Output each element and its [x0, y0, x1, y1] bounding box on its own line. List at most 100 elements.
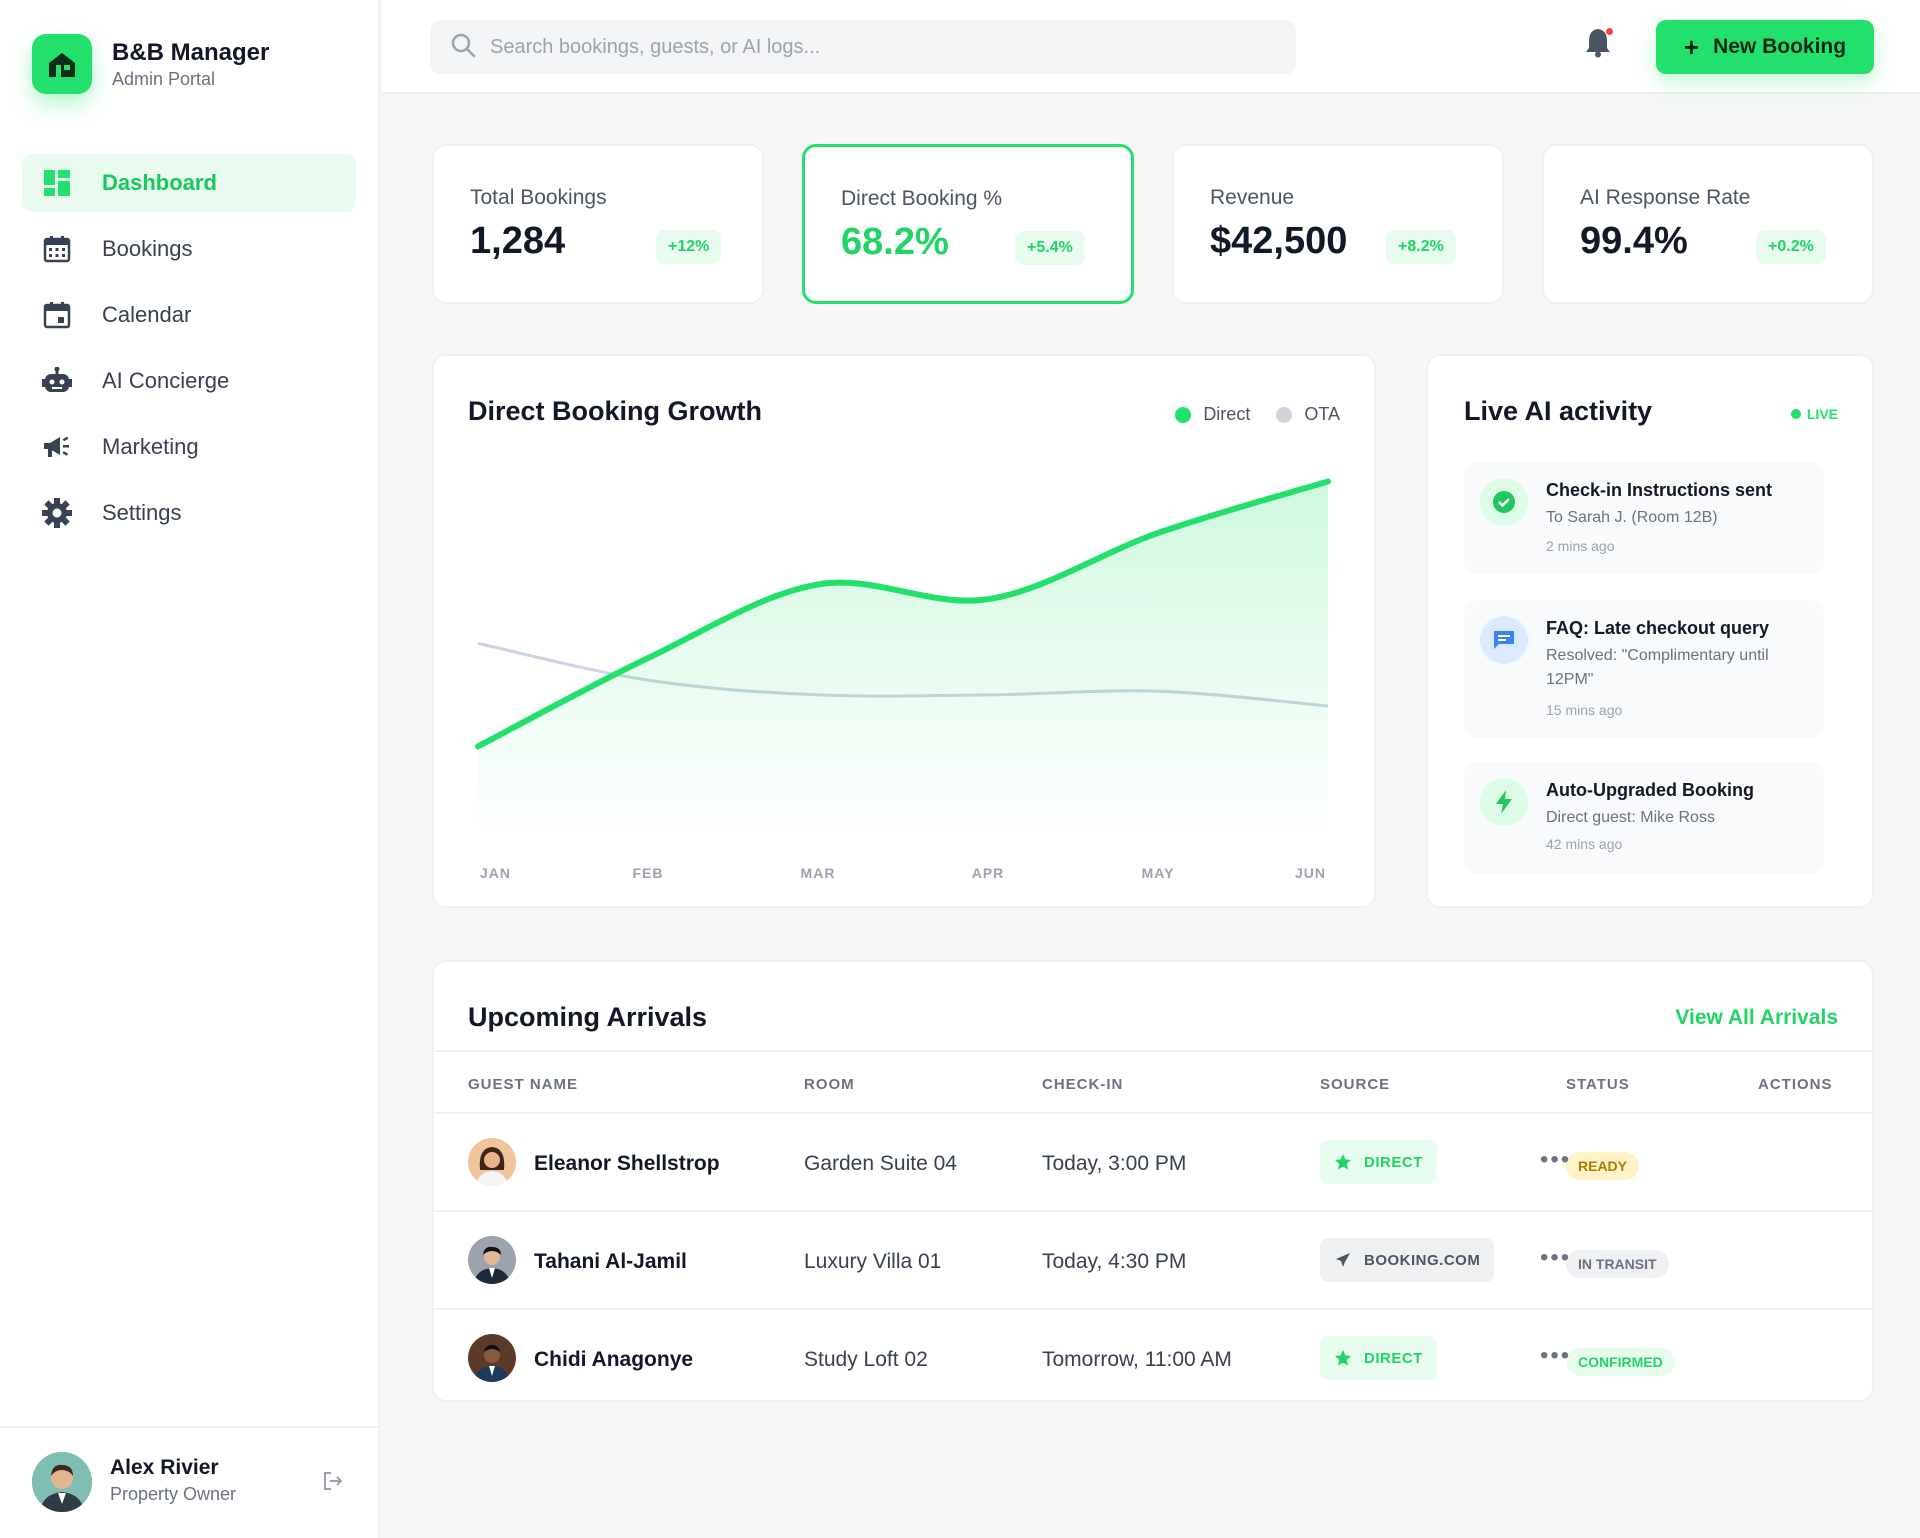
- sidebar-nav: Dashboard Bookings: [22, 154, 356, 550]
- legend-dot: [1175, 406, 1192, 423]
- calendar-grid-icon: [42, 234, 72, 264]
- stat-value: $42,500: [1210, 220, 1348, 262]
- search-input[interactable]: [490, 35, 1270, 59]
- stat-value: 99.4%: [1580, 220, 1688, 262]
- stat-card-revenue[interactable]: Revenue $42,500 +8.2%: [1172, 144, 1504, 304]
- column-header-status[interactable]: STATUS: [1566, 1076, 1630, 1093]
- status-badge: READY: [1566, 1152, 1640, 1180]
- row-actions-menu[interactable]: •••: [1540, 1146, 1572, 1173]
- legend-item-ota[interactable]: OTA: [1276, 404, 1340, 425]
- stat-card-total-bookings[interactable]: Total Bookings 1,284 +12%: [432, 144, 764, 304]
- bell-icon: [1584, 29, 1612, 62]
- upcoming-arrivals-card: Upcoming Arrivals View All Arrivals GUES…: [432, 960, 1874, 1402]
- source-badge: DIRECT: [1320, 1336, 1437, 1380]
- column-header-actions: ACTIONS: [1758, 1076, 1833, 1093]
- stat-change-badge: +5.4%: [1015, 231, 1085, 265]
- series-area-direct: [478, 481, 1328, 840]
- growth-chart-card: Direct Booking Growth Direct OTA JAN FEB M…: [432, 354, 1376, 908]
- room-cell: Garden Suite 04: [804, 1152, 957, 1175]
- column-header-checkin[interactable]: CHECK-IN: [1042, 1076, 1124, 1093]
- chart-title: Direct Booking Growth: [468, 396, 763, 426]
- sidebar-item-bookings[interactable]: Bookings: [22, 220, 356, 278]
- ai-activity-item[interactable]: FAQ: Late checkout query Resolved: "Comp…: [1464, 600, 1824, 738]
- brand: B&B Manager Admin Portal: [32, 34, 269, 94]
- source-badge: BOOKING.COM: [1320, 1238, 1495, 1282]
- robot-icon: [42, 366, 72, 396]
- ai-item-time: 15 mins ago: [1546, 702, 1623, 718]
- sidebar-item-ai-concierge[interactable]: AI Concierge: [22, 352, 356, 410]
- ai-item-title: FAQ: Late checkout query: [1546, 618, 1770, 638]
- ai-item-time: 2 mins ago: [1546, 538, 1615, 554]
- table-row[interactable]: Chidi Anagonye Study Loft 02 Tomorrow, 1…: [434, 1308, 1872, 1400]
- live-label: LIVE: [1806, 406, 1838, 422]
- legend-item-direct[interactable]: Direct: [1175, 404, 1250, 425]
- stat-label: Revenue: [1210, 186, 1295, 209]
- star-icon: [1334, 1349, 1352, 1367]
- star-icon: [1334, 1153, 1352, 1171]
- stat-value: 68.2%: [841, 221, 949, 263]
- sidebar-item-dashboard[interactable]: Dashboard: [22, 154, 356, 212]
- sidebar-item-marketing[interactable]: Marketing: [22, 418, 356, 476]
- stat-card-ai-response-rate[interactable]: AI Response Rate 99.4% +0.2%: [1542, 144, 1874, 304]
- bolt-icon: [1480, 778, 1528, 826]
- calendar-icon: [42, 300, 72, 330]
- table-header: GUEST NAME ROOM CHECK-IN SOURCE STATUS A…: [434, 1050, 1872, 1112]
- sidebar: B&B Manager Admin Portal Dashboard: [0, 0, 380, 1538]
- checkin-cell: Today, 4:30 PM: [1042, 1250, 1187, 1273]
- row-actions-menu[interactable]: •••: [1540, 1342, 1572, 1369]
- user-profile: Alex Rivier Property Owner: [0, 1426, 380, 1538]
- source-label: DIRECT: [1364, 1153, 1423, 1171]
- guest-name: Tahani Al-Jamil: [534, 1250, 687, 1273]
- table-row[interactable]: Tahani Al-Jamil Luxury Villa 01 Today, 4…: [434, 1210, 1872, 1308]
- guest-avatar: [468, 1138, 516, 1186]
- series-line-direct: [475, 478, 1331, 750]
- ai-item-desc: To Sarah J. (Room 12B): [1546, 509, 1718, 526]
- stat-card-direct-booking[interactable]: Direct Booking % 68.2% +5.4%: [802, 144, 1134, 304]
- sidebar-item-calendar[interactable]: Calendar: [22, 286, 356, 344]
- checkin-cell: Today, 3:00 PM: [1042, 1152, 1187, 1175]
- ai-activity-item[interactable]: Check-in Instructions sent To Sarah J. (…: [1464, 462, 1824, 574]
- row-actions-menu[interactable]: •••: [1540, 1244, 1572, 1271]
- search-bar[interactable]: [430, 20, 1296, 74]
- user-role: Property Owner: [110, 1484, 237, 1504]
- x-tick-label: FEB: [633, 865, 664, 881]
- legend-label: OTA: [1304, 404, 1340, 424]
- notification-dot: [1606, 28, 1613, 35]
- stat-change-badge: +8.2%: [1386, 230, 1456, 264]
- logout-icon[interactable]: [322, 1470, 344, 1497]
- ai-activity-item[interactable]: Auto-Upgraded Booking Direct guest: Mike…: [1464, 762, 1824, 874]
- x-tick-label: JAN: [480, 865, 511, 881]
- ai-item-title: Auto-Upgraded Booking: [1546, 780, 1754, 800]
- source-label: BOOKING.COM: [1364, 1251, 1481, 1269]
- topbar: + New Booking: [382, 0, 1920, 94]
- stat-label: AI Response Rate: [1580, 186, 1751, 209]
- sidebar-item-label: Settings: [102, 500, 182, 525]
- notifications-button[interactable]: [1584, 26, 1613, 63]
- checkin-cell: Tomorrow, 11:00 AM: [1042, 1348, 1232, 1371]
- new-booking-button[interactable]: + New Booking: [1656, 20, 1874, 74]
- source-label: DIRECT: [1364, 1349, 1423, 1367]
- column-header-source[interactable]: SOURCE: [1320, 1076, 1391, 1093]
- status-badge: IN TRANSIT: [1566, 1250, 1669, 1278]
- dashboard-icon: [42, 168, 72, 198]
- megaphone-icon: [42, 432, 72, 462]
- sidebar-item-label: Calendar: [102, 302, 192, 327]
- status-badge: CONFIRMED: [1566, 1348, 1675, 1376]
- sidebar-item-label: Dashboard: [102, 170, 217, 195]
- ai-item-desc: Resolved: "Complimentary until 12PM": [1546, 647, 1769, 688]
- guest-avatar: [468, 1334, 516, 1382]
- live-indicator: LIVE: [1790, 406, 1838, 422]
- check-circle-icon: [1480, 478, 1528, 526]
- column-header-room[interactable]: ROOM: [804, 1076, 855, 1093]
- sidebar-item-settings[interactable]: Settings: [22, 484, 356, 542]
- table-row[interactable]: Eleanor Shellstrop Garden Suite 04 Today…: [434, 1112, 1872, 1210]
- view-all-arrivals-link[interactable]: View All Arrivals: [1675, 1006, 1838, 1029]
- airplane-icon: [1334, 1251, 1352, 1269]
- avatar[interactable]: [32, 1452, 92, 1512]
- column-header-guest[interactable]: GUEST NAME: [468, 1076, 579, 1093]
- legend-label: Direct: [1203, 404, 1251, 424]
- user-name: Alex Rivier: [110, 1456, 219, 1479]
- new-booking-label: New Booking: [1713, 35, 1847, 58]
- sidebar-item-label: AI Concierge: [102, 368, 230, 393]
- x-tick-label: APR: [972, 865, 1005, 881]
